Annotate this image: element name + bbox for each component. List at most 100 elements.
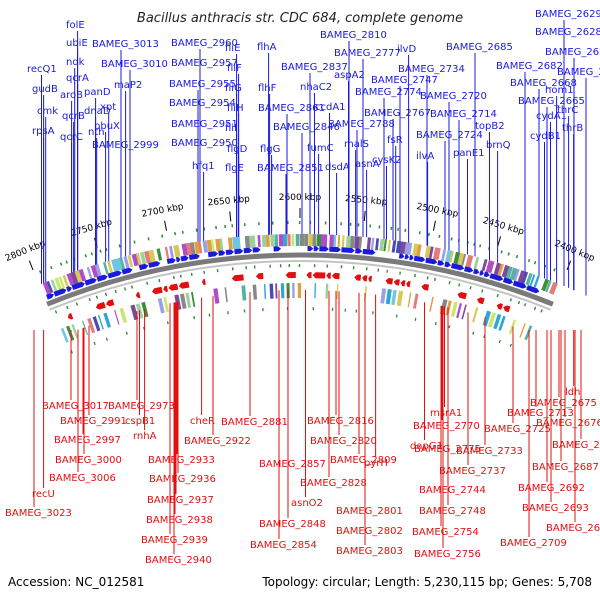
gene-arrow xyxy=(421,283,430,291)
gene-label: BAMEG_2951 xyxy=(171,119,238,130)
gene-label: folE xyxy=(66,20,85,31)
gene-label: BAMEG_2624 xyxy=(557,67,600,78)
gene-label: BAMEG_2734 xyxy=(398,64,465,75)
gene-arrow xyxy=(188,253,200,260)
feature-block xyxy=(92,316,101,332)
marker-tick xyxy=(498,339,501,344)
feature-block xyxy=(501,264,511,278)
gene-label: fsR xyxy=(387,135,403,146)
marker-tick xyxy=(427,232,430,236)
map-title: Bacillus anthracis str. CDC 684, complet… xyxy=(137,11,463,26)
feature-block xyxy=(493,262,502,276)
tick-label: 2500 kbp xyxy=(416,202,460,220)
genome-summary: Topology: circular; Length: 5,230,115 bp… xyxy=(261,575,592,589)
marker-tick xyxy=(397,227,399,231)
feature-block xyxy=(385,289,392,305)
feature-block xyxy=(148,249,156,263)
feature-block xyxy=(465,254,474,268)
feature-block xyxy=(445,249,453,263)
gene-label: xpt xyxy=(100,102,116,113)
marker-tick xyxy=(355,309,358,313)
gene-arrow xyxy=(180,255,189,262)
marker-tick xyxy=(500,250,503,254)
gene-arrow xyxy=(107,270,122,279)
marker-tick xyxy=(298,264,301,267)
backbone-ring xyxy=(46,252,554,307)
gene-label: BAMEG_2950 xyxy=(171,138,238,149)
feature-block xyxy=(485,260,495,274)
marker-tick xyxy=(66,305,69,310)
marker-tick xyxy=(208,313,211,317)
gene-label: msrA1 xyxy=(430,408,462,419)
feature-block xyxy=(407,292,412,308)
gene-label: gudB xyxy=(32,84,58,95)
feature-block xyxy=(115,257,123,271)
bottom-gene-labels: BAMEG_3017 BAMEG_2991 BAMEG_2997 BAMEG_3000… xyxy=(5,387,600,566)
gene-label: nth xyxy=(88,127,105,138)
feature-block xyxy=(127,255,134,268)
marker-tick xyxy=(469,286,472,290)
gene-arrow xyxy=(464,266,474,273)
marker-tick xyxy=(458,283,461,287)
gene-label: BAMEG_2820 xyxy=(310,436,377,447)
feature-block xyxy=(521,271,529,284)
gene-label: BAMEG_2628 xyxy=(535,27,600,38)
gene-label: BAMEG_2846 xyxy=(273,122,340,133)
gene-arrow xyxy=(234,248,244,255)
marker-tick xyxy=(377,268,380,272)
gene-label: ndk xyxy=(66,57,85,68)
feature-block xyxy=(58,276,65,289)
gene-label: BAMEG_2682 xyxy=(496,61,563,72)
marker-tick xyxy=(523,303,527,307)
gene-label: BAMEG_2714 xyxy=(430,109,497,120)
feature-block xyxy=(90,264,99,278)
tick-label: 2750 kbp xyxy=(70,217,114,239)
marker-tick xyxy=(133,240,136,244)
gene-label: BAMEG_3006 xyxy=(49,473,116,484)
gene-arrow xyxy=(473,268,480,275)
gene-label: BAMEG_3010 xyxy=(101,59,168,70)
feature-block xyxy=(74,270,83,283)
gene-label: flgG xyxy=(260,144,280,155)
gene-label: BAMEG_2957 xyxy=(171,58,238,69)
feature-block xyxy=(472,307,479,323)
gene-arrow xyxy=(313,246,319,252)
feature-block xyxy=(227,237,233,250)
feature-block xyxy=(274,234,279,247)
feature-block xyxy=(509,267,519,281)
gene-label: flhA xyxy=(257,42,277,53)
gene-label: BAMEG_2809 xyxy=(330,455,397,466)
marker-tick xyxy=(404,228,407,232)
gene-arrow xyxy=(444,261,451,268)
backbone-ring-shadow xyxy=(49,259,551,311)
gene-arrow xyxy=(166,258,176,264)
marker-tick xyxy=(84,254,87,258)
marker-tick xyxy=(496,293,499,298)
feature-block xyxy=(189,242,196,255)
gene-label: BAMEG_2810 xyxy=(320,30,387,41)
gene-label: BAMEG_2991 xyxy=(60,416,127,427)
feature-block xyxy=(66,272,76,286)
feature-block xyxy=(70,271,80,285)
feature-block xyxy=(416,244,422,257)
marker-tick xyxy=(104,292,108,297)
feature-block xyxy=(473,256,480,270)
feature-block xyxy=(283,234,287,247)
marker-tick xyxy=(279,264,282,268)
feature-block xyxy=(42,281,52,295)
gene-label: BAMEG_2933 xyxy=(148,455,215,466)
marker-tick xyxy=(54,310,58,314)
feature-block xyxy=(498,315,506,331)
feature-block xyxy=(266,234,270,247)
gene-label: BAMEG_2938 xyxy=(146,515,213,526)
gene-label: BAMEG_2720 xyxy=(420,91,487,102)
marker-tick xyxy=(215,225,217,230)
gene-label: fliI xyxy=(225,123,237,134)
marker-tick xyxy=(227,311,229,315)
feature-block xyxy=(481,259,488,272)
gene-label: cydB1 xyxy=(530,131,561,142)
gene-arrow xyxy=(450,263,465,271)
gene-label: cysK2 xyxy=(372,155,402,166)
gene-label: hfq1 xyxy=(192,161,215,172)
